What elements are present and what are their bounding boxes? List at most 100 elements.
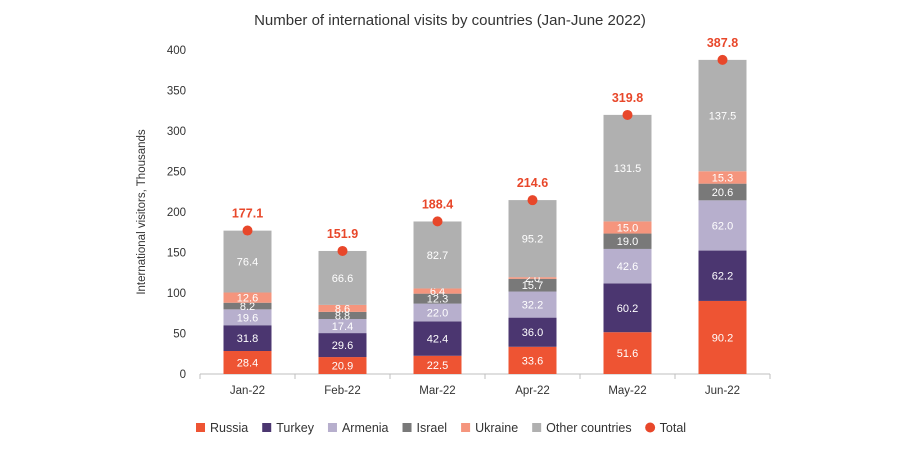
x-tick-label: Apr-22 <box>515 385 550 397</box>
data-label: 60.2 <box>617 303 638 315</box>
y-tick-label: 50 <box>173 329 186 341</box>
y-tick-label: 200 <box>167 207 186 219</box>
y-tick-label: 150 <box>167 248 186 260</box>
y-tick-label: 0 <box>180 369 186 381</box>
total-marker <box>622 109 633 120</box>
data-label: 32.2 <box>522 300 543 312</box>
bar-segment-turkey <box>603 283 652 333</box>
legend-label: Total <box>660 421 686 435</box>
total-label: 214.6 <box>517 176 548 190</box>
data-label: 95.2 <box>522 234 543 246</box>
bar-segment-russia <box>698 300 747 374</box>
data-label: 8.6 <box>335 303 350 315</box>
total-marker <box>432 216 443 227</box>
data-label: 15.0 <box>617 222 638 234</box>
data-label: 42.6 <box>617 261 638 273</box>
legend-swatch <box>196 423 205 432</box>
data-label: 6.4 <box>430 286 445 298</box>
total-marker <box>242 225 253 236</box>
legend-label: Ukraine <box>475 421 518 435</box>
data-label: 17.4 <box>332 321 353 333</box>
bar-segment-israel <box>318 311 367 320</box>
data-label: 12.3 <box>427 294 448 306</box>
bar-stack-may-22: 51.6 60.2 42.6 19.0 15.0 131.5 319.8 <box>603 91 652 374</box>
bar-segment-ukraine <box>698 171 747 184</box>
bar-segment-turkey <box>508 317 557 347</box>
total-label: 151.9 <box>327 227 358 241</box>
data-label: 19.6 <box>237 312 258 324</box>
bar-segment-russia <box>508 346 557 374</box>
bar-segment-ukraine <box>603 221 652 234</box>
data-label: 66.6 <box>332 273 353 285</box>
legend: Russia Turkey Armenia Israel Ukraine Other co… <box>196 421 686 435</box>
legend-swatch <box>461 423 471 432</box>
data-label: 33.6 <box>522 355 543 367</box>
data-label: 22.5 <box>427 360 448 372</box>
total-label: 188.4 <box>422 197 453 211</box>
bar-stack-jun-22: 90.2 62.2 62.0 20.6 15.3 137.5 387.8 <box>698 36 747 374</box>
data-label: 8.8 <box>335 310 350 322</box>
legend-item-ukraine: Ukraine <box>461 421 518 435</box>
data-label: 42.4 <box>427 334 448 346</box>
data-label: 12.6 <box>237 293 258 305</box>
bar-segment-armenia <box>318 319 367 334</box>
y-tick-label: 400 <box>167 45 186 57</box>
y-tick-label: 100 <box>167 288 186 300</box>
bar-segment-turkey <box>318 333 367 358</box>
legend-swatch <box>262 423 272 432</box>
data-label: 20.6 <box>712 187 733 199</box>
legend-item-israel: Israel <box>402 421 447 435</box>
legend-swatch <box>402 423 412 432</box>
bar-segment-other-countries <box>223 230 272 293</box>
data-label: 76.4 <box>237 257 258 269</box>
bar-segment-turkey <box>223 325 272 351</box>
x-tick-label: May-22 <box>608 385 646 397</box>
legend-label: Turkey <box>276 421 314 435</box>
data-label: 20.9 <box>332 361 353 373</box>
legend-item-other-countries: Other countries <box>532 421 632 435</box>
y-axis-label: International visitors, Thousands <box>136 129 148 295</box>
data-label: 51.6 <box>617 348 638 360</box>
legend-swatch <box>327 423 337 432</box>
total-label: 177.1 <box>232 207 263 221</box>
y-tick-label: 300 <box>167 126 186 138</box>
chart-title: Number of international visits by countr… <box>254 12 646 29</box>
bar-segment-other-countries <box>413 221 462 289</box>
bar-stack-jan-22: 28.4 31.8 19.68.212.6 76.4 177.1 <box>223 207 272 374</box>
x-axis-ticks: Jan-22 Feb-22 Mar-22 Apr-22 May-22 Jun-22 <box>199 374 771 397</box>
total-label: 319.8 <box>612 91 643 105</box>
bar-segment-ukraine <box>508 277 557 279</box>
data-label: 36.0 <box>522 327 543 339</box>
data-label: 15.7 <box>522 280 543 292</box>
bar-segment-ukraine <box>318 304 367 312</box>
bar-segment-russia <box>318 357 367 374</box>
bar-stack-feb-22: 20.9 29.6 17.48.88.6 66.6 151.9 <box>318 227 367 374</box>
data-label: 82.7 <box>427 250 448 262</box>
bar-segment-israel <box>698 183 747 201</box>
y-tick-label: 250 <box>167 167 186 179</box>
data-label: 8.2 <box>240 301 255 313</box>
bar-segment-armenia <box>413 303 462 322</box>
bar-segment-ukraine <box>223 292 272 303</box>
bar-segment-armenia <box>223 309 272 326</box>
data-label: 29.6 <box>332 340 353 352</box>
legend-item-total: Total <box>645 421 686 435</box>
bar-segment-russia <box>603 332 652 374</box>
bar-segment-turkey <box>413 321 462 356</box>
x-tick-label: Jun-22 <box>705 385 740 397</box>
legend-item-armenia: Armenia <box>327 421 389 435</box>
bar-segment-russia <box>223 350 272 374</box>
legend-label: Other countries <box>546 421 631 435</box>
x-tick-label: Jan-22 <box>230 385 265 397</box>
bar-segment-other-countries <box>318 250 367 305</box>
total-marker <box>717 54 728 65</box>
total-label: 387.8 <box>707 36 738 50</box>
data-label: 22.0 <box>427 308 448 320</box>
bar-segment-ukraine <box>413 288 462 294</box>
data-label: 15.3 <box>712 172 733 184</box>
bar-segment-israel <box>508 278 557 292</box>
bar-segment-israel <box>223 302 272 310</box>
bar-segment-other-countries <box>698 59 747 172</box>
bar-segment-armenia <box>698 200 747 251</box>
